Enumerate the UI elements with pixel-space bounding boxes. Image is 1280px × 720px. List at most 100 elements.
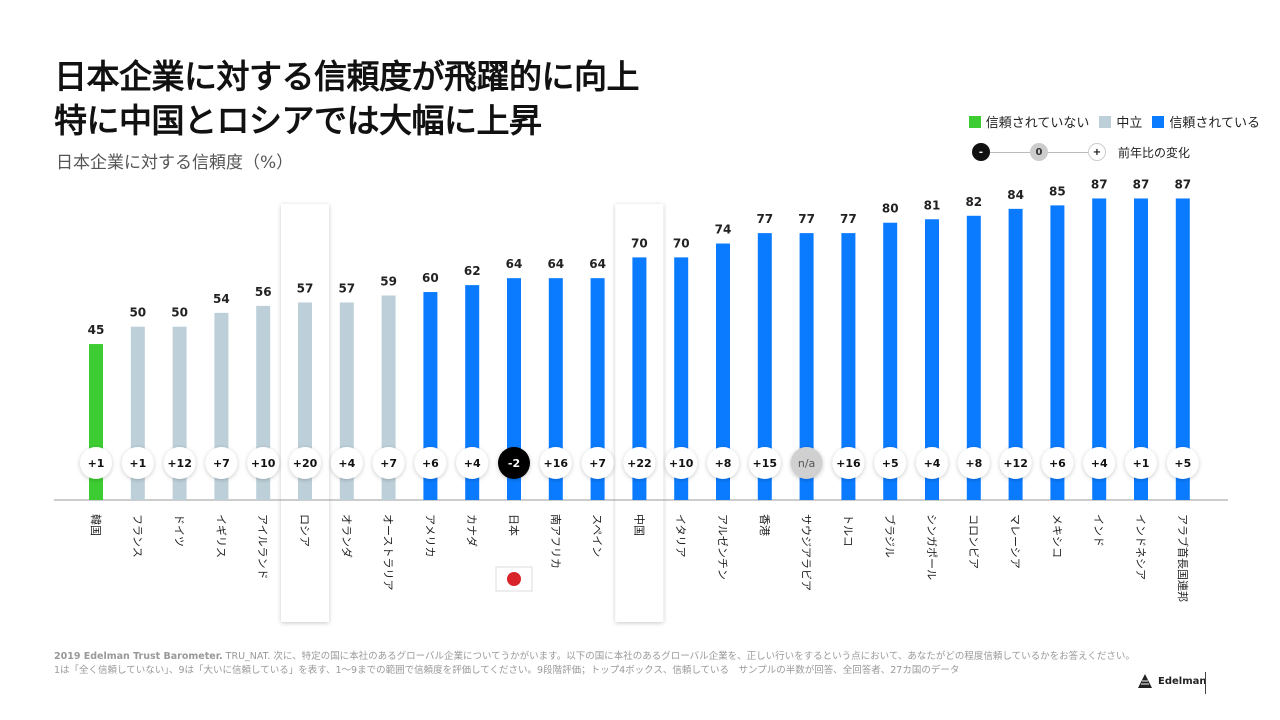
legend-label-distrust: 信頼されていない — [985, 116, 1090, 131]
change-badge — [1166, 447, 1199, 479]
change-badge — [623, 447, 656, 479]
bar — [1050, 205, 1065, 500]
title-line-2: 特に中国とロシアでは大幅に上昇 — [54, 101, 542, 140]
change-label: +20 — [293, 457, 318, 470]
footnote-source: 2019 Edelman Trust Barometer. — [54, 651, 223, 662]
change-label: +10 — [251, 457, 276, 470]
change-badge — [456, 447, 489, 479]
change-label: +4 — [924, 457, 941, 470]
category-label: オーストラリア — [382, 514, 395, 590]
category-label: アルゼンチン — [716, 514, 729, 580]
bar — [590, 278, 605, 500]
category-label: 日本 — [507, 514, 521, 536]
bar — [1008, 208, 1023, 500]
bar — [1134, 198, 1148, 500]
change-badge — [748, 447, 781, 479]
change-label: +6 — [1049, 457, 1066, 470]
change-label: +4 — [464, 457, 481, 470]
change-label: +10 — [669, 457, 694, 470]
data-label: 45 — [88, 323, 105, 337]
bar — [1092, 198, 1107, 500]
bar — [966, 215, 981, 500]
change-label: +16 — [544, 457, 569, 470]
category-label: アラブ首長国連邦 — [1176, 514, 1190, 602]
category-label: トルコ — [841, 514, 854, 547]
change-badge — [539, 447, 572, 479]
change-badge — [247, 447, 280, 479]
bar — [925, 219, 939, 500]
category-label: インドネシア — [1134, 514, 1147, 580]
bar — [799, 233, 814, 501]
change-label: +16 — [836, 457, 861, 470]
bar — [883, 222, 898, 500]
change-badge — [414, 447, 447, 479]
category-label: イギリス — [214, 514, 227, 558]
logo-divider — [1205, 672, 1206, 694]
category-label: ロシア — [298, 514, 311, 547]
change-badge — [1041, 447, 1074, 479]
change-legend: - 0 + 前年比の変化 — [972, 143, 1190, 161]
legend-item-neutral: 中立 — [1099, 112, 1142, 131]
change-label: +22 — [627, 457, 652, 470]
category-label: 香港 — [758, 514, 771, 536]
change-legend-line — [990, 151, 1030, 153]
change-label: +7 — [213, 457, 230, 470]
change-label: +1 — [1133, 457, 1150, 470]
data-label: 70 — [631, 236, 648, 250]
change-zero-dot: 0 — [1030, 143, 1048, 161]
change-badge — [330, 447, 363, 479]
data-label: 70 — [673, 236, 690, 250]
data-label: 57 — [297, 281, 314, 295]
data-label: 80 — [882, 202, 899, 216]
data-label: 87 — [1133, 177, 1150, 191]
change-label: -2 — [508, 457, 520, 470]
change-badge — [957, 447, 990, 479]
legend-swatch-distrust — [968, 115, 981, 128]
change-badge — [289, 447, 321, 479]
data-label: 85 — [1049, 184, 1066, 198]
title-line-1: 日本企業に対する信頼度が飛躍的に向上 — [54, 57, 640, 96]
change-badge — [999, 447, 1032, 479]
footnote: 2019 Edelman Trust Barometer. TRU_NAT. 次… — [54, 650, 1224, 678]
change-legend-line — [1048, 151, 1088, 153]
change-label: +1 — [129, 457, 146, 470]
bar — [1175, 198, 1190, 500]
change-badge — [581, 447, 614, 479]
category-label: アイルランド — [256, 514, 269, 579]
data-label: 50 — [171, 306, 188, 320]
data-label: 77 — [756, 212, 773, 226]
data-label: 77 — [798, 212, 815, 226]
bar — [757, 233, 772, 501]
change-label: +5 — [882, 457, 899, 470]
category-label: ブラジル — [883, 514, 897, 558]
footnote-line-2: 1は「全く信頼していない」、9は「大いに信頼している」を表す、1〜9までの範囲で… — [54, 665, 960, 676]
data-label: 77 — [840, 212, 857, 226]
change-badge — [832, 447, 865, 479]
change-badge — [121, 447, 154, 479]
data-label: 64 — [506, 257, 523, 271]
change-badge — [790, 447, 823, 479]
change-label: +5 — [1174, 457, 1191, 470]
change-badge — [1125, 447, 1157, 479]
category-label: 中国 — [632, 514, 645, 536]
change-label: +7 — [380, 457, 397, 470]
category-label: フランス — [131, 514, 144, 558]
change-badge — [205, 447, 238, 479]
legend-swatch-trust — [1152, 115, 1165, 128]
footnote-line-1: TRU_NAT. 次に、特定の国に本社のあるグローバル企業についてうかがいます。… — [222, 651, 1135, 662]
change-label: +12 — [1003, 457, 1028, 470]
data-label: 54 — [213, 292, 230, 306]
category-label: コロンビア — [967, 514, 980, 569]
edelman-logo-icon — [1138, 674, 1152, 688]
change-badge — [80, 447, 112, 479]
category-label: 南アフリカ — [549, 514, 562, 569]
data-label: 56 — [255, 285, 272, 299]
legend-label-neutral: 中立 — [1116, 116, 1143, 131]
change-label: +7 — [589, 457, 606, 470]
bar — [548, 278, 563, 500]
change-label: +1 — [88, 457, 105, 470]
data-label: 64 — [547, 257, 564, 271]
chart-subtitle: 日本企業に対する信頼度（%） — [56, 153, 294, 173]
change-plus-dot: + — [1088, 143, 1106, 161]
data-label: 59 — [380, 275, 397, 289]
